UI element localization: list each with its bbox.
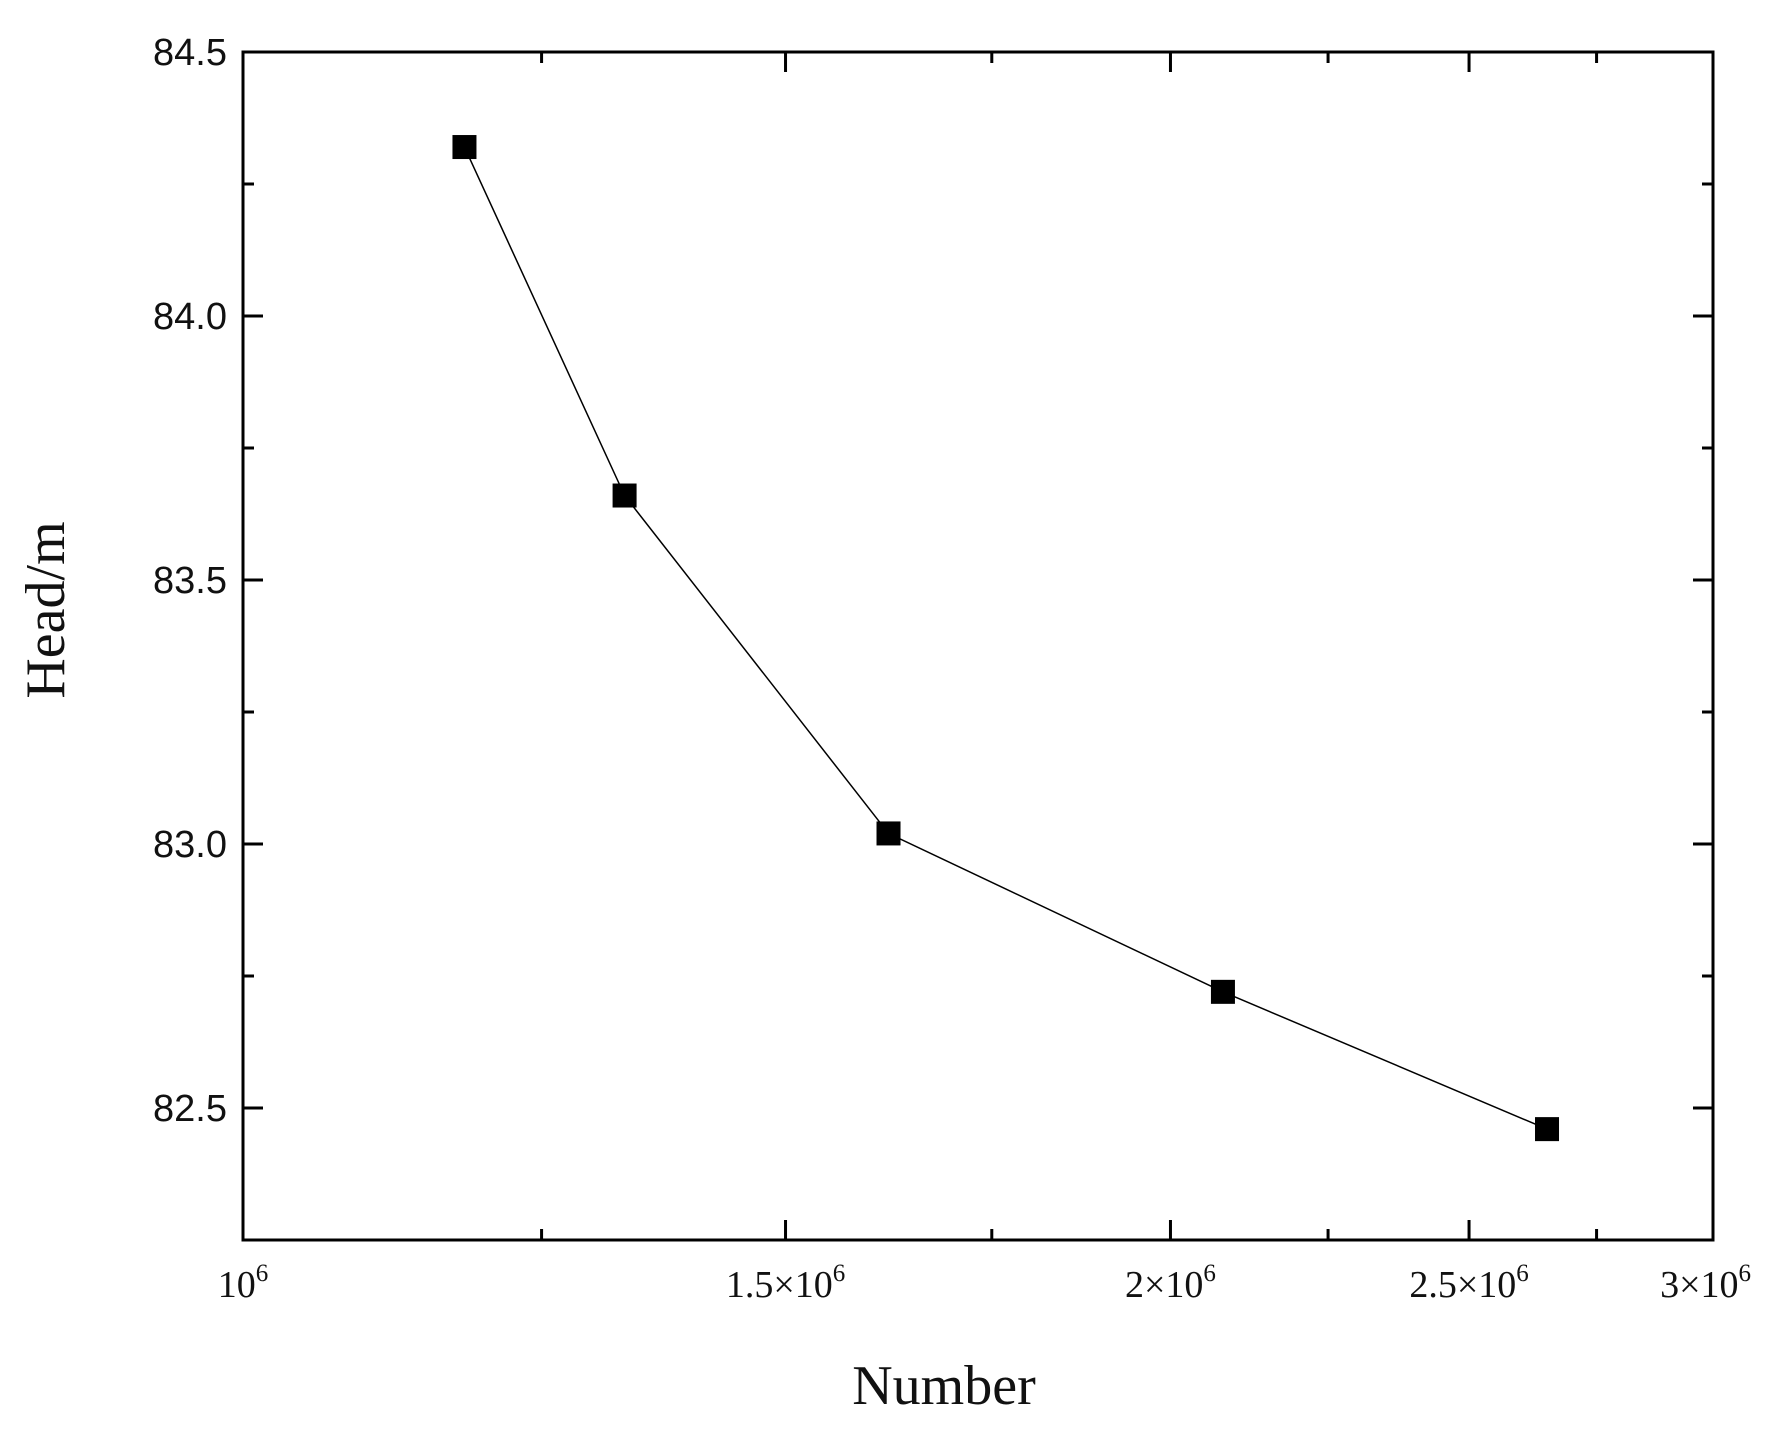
x-tick-exponent: 6 — [1203, 1260, 1216, 1287]
x-tick-exponent: 6 — [1739, 1260, 1752, 1287]
plot-frame — [241, 50, 1715, 1242]
x-tick-mantissa: 2.5× — [1409, 1264, 1478, 1306]
x-tick-base: 10 — [1478, 1264, 1516, 1306]
y-tick-label: 82.5 — [153, 1088, 227, 1130]
data-point — [1210, 979, 1235, 1004]
series-line — [463, 146, 1548, 1130]
x-tick-mantissa: 3× — [1660, 1264, 1700, 1306]
x-tick-label: 3×106 — [1660, 1260, 1751, 1306]
data-point — [452, 135, 477, 160]
x-tick-label: 2×106 — [1125, 1260, 1216, 1306]
x-tick-label: 106 — [218, 1260, 269, 1306]
x-tick-mantissa: 2× — [1125, 1264, 1165, 1306]
data-point — [876, 821, 901, 846]
x-tick-label: 2.5×106 — [1409, 1260, 1528, 1306]
data-point — [612, 483, 637, 508]
x-tick-exponent: 6 — [256, 1260, 269, 1287]
series — [452, 135, 1560, 1142]
data-point — [1535, 1117, 1560, 1142]
x-tick-label: 1.5×106 — [726, 1260, 845, 1306]
x-axis-title: Number — [852, 1355, 1036, 1417]
y-tick-label: 84.0 — [153, 296, 227, 338]
x-axis-tick-labels: 106 1.5×106 2×106 2.5×106 3×106 — [218, 1260, 1751, 1306]
x-tick-base: 10 — [218, 1264, 256, 1306]
x-tick-exponent: 6 — [833, 1260, 846, 1287]
x-tick-mantissa: 1.5× — [726, 1264, 795, 1306]
x-tick-base: 10 — [1701, 1264, 1739, 1306]
y-axis-tick-labels: 82.5 83.0 83.5 84.0 84.5 — [153, 32, 227, 1130]
y-tick-label: 84.5 — [153, 32, 227, 74]
x-tick-base: 10 — [795, 1264, 833, 1306]
y-axis-ticks — [243, 50, 1713, 1110]
x-axis-ticks — [241, 52, 1715, 1240]
x-tick-base: 10 — [1165, 1264, 1203, 1306]
y-tick-label: 83.0 — [153, 824, 227, 866]
x-tick-exponent: 6 — [1516, 1260, 1529, 1287]
y-tick-label: 83.5 — [153, 560, 227, 602]
y-axis-title: Head/m — [15, 521, 77, 698]
